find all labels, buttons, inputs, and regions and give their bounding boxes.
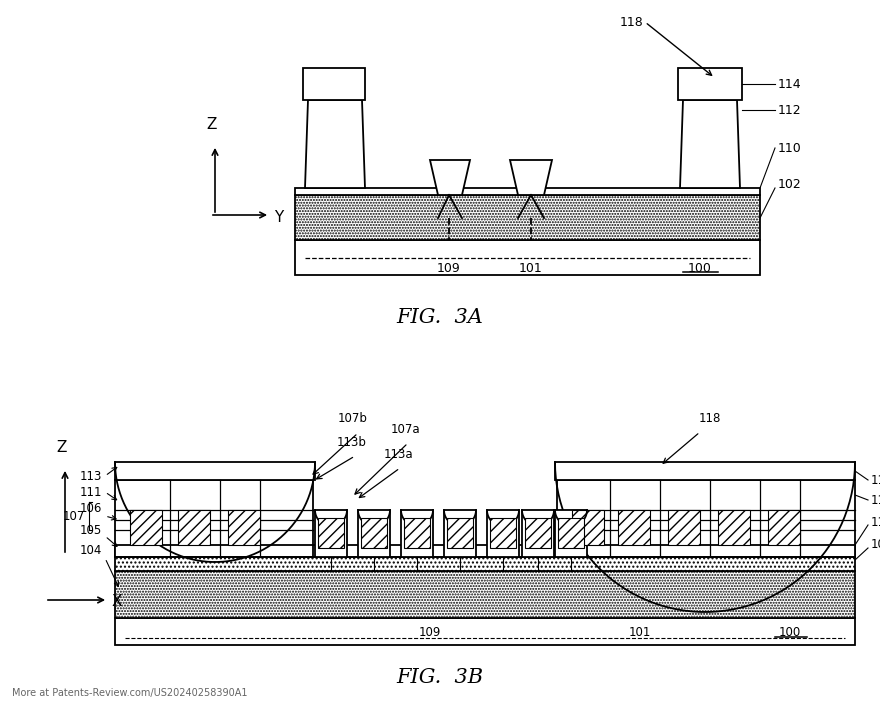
Polygon shape [487, 510, 519, 557]
Polygon shape [115, 480, 313, 557]
Text: 102: 102 [778, 179, 802, 191]
Polygon shape [130, 510, 162, 545]
Polygon shape [680, 100, 740, 188]
Polygon shape [618, 510, 650, 545]
Text: FIG.  3B: FIG. 3B [396, 668, 484, 687]
Polygon shape [303, 68, 365, 100]
Text: 107b: 107b [338, 412, 368, 425]
Polygon shape [115, 462, 315, 480]
Polygon shape [361, 518, 387, 548]
Text: 118: 118 [699, 412, 722, 425]
Polygon shape [718, 510, 750, 545]
Text: 104: 104 [79, 544, 102, 558]
Polygon shape [768, 510, 800, 545]
Polygon shape [115, 545, 305, 557]
Text: 113a: 113a [383, 448, 413, 461]
Polygon shape [447, 518, 473, 548]
Text: 107a: 107a [390, 423, 420, 436]
Text: 105: 105 [80, 524, 102, 536]
Polygon shape [318, 518, 344, 548]
Text: 118: 118 [620, 16, 644, 29]
Text: Z: Z [57, 440, 67, 455]
Text: 107: 107 [62, 510, 85, 522]
Polygon shape [668, 510, 700, 545]
Text: FIG.  3A: FIG. 3A [397, 308, 483, 327]
Text: 112: 112 [778, 104, 802, 118]
Text: 111: 111 [79, 486, 102, 498]
Polygon shape [555, 510, 587, 557]
Text: 110: 110 [871, 515, 880, 529]
Polygon shape [510, 160, 552, 195]
Text: Z: Z [207, 117, 217, 132]
Text: 100: 100 [688, 261, 712, 275]
Polygon shape [228, 510, 260, 545]
Text: 110: 110 [778, 142, 802, 154]
Polygon shape [358, 510, 390, 557]
Text: 101: 101 [629, 625, 651, 639]
Polygon shape [115, 571, 855, 618]
Polygon shape [430, 160, 470, 195]
Polygon shape [525, 518, 551, 548]
Text: 112: 112 [871, 494, 880, 506]
Polygon shape [305, 100, 365, 188]
Polygon shape [315, 510, 347, 557]
Text: 114: 114 [871, 474, 880, 486]
Polygon shape [555, 462, 855, 480]
Polygon shape [295, 195, 760, 240]
Text: 109: 109 [437, 261, 461, 275]
Polygon shape [557, 480, 855, 557]
Polygon shape [572, 510, 604, 545]
Polygon shape [558, 518, 584, 548]
Polygon shape [178, 510, 210, 545]
Polygon shape [401, 510, 433, 557]
Text: Y: Y [274, 210, 283, 225]
Polygon shape [490, 518, 516, 548]
Text: More at Patents-Review.com/US20240258390A1: More at Patents-Review.com/US20240258390… [12, 688, 247, 698]
Text: 106: 106 [79, 501, 102, 515]
Text: 102: 102 [871, 539, 880, 551]
Text: 101: 101 [519, 261, 543, 275]
Polygon shape [444, 510, 476, 557]
Polygon shape [115, 618, 855, 645]
Text: 114: 114 [778, 79, 802, 92]
Polygon shape [295, 188, 760, 195]
Polygon shape [557, 545, 855, 557]
Polygon shape [522, 510, 554, 557]
Text: 109: 109 [419, 625, 441, 639]
Text: 100: 100 [779, 625, 801, 639]
Polygon shape [404, 518, 430, 548]
Text: X: X [112, 594, 122, 610]
Text: 113: 113 [79, 470, 102, 482]
Polygon shape [115, 557, 855, 571]
Text: 113b: 113b [337, 436, 367, 449]
Polygon shape [678, 68, 742, 100]
Polygon shape [295, 240, 760, 275]
